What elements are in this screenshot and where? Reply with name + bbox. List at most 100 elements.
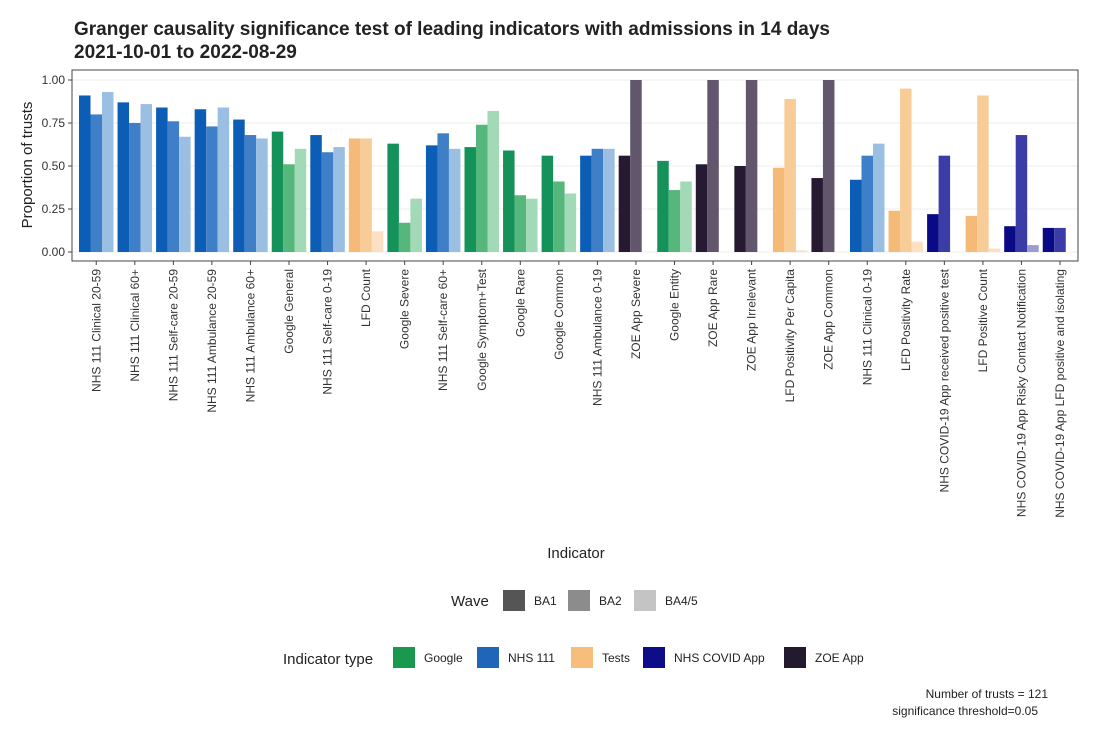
x-tick-label: Google Common: [552, 269, 566, 360]
bar-ba4-5: [140, 104, 153, 252]
type-legend-label: Tests: [602, 651, 630, 665]
caption-threshold: significance threshold=0.05: [892, 704, 1038, 718]
x-tick-label: LFD Positive Count: [976, 268, 990, 372]
bar-ba2: [1054, 227, 1066, 252]
x-tick-label: NHS 111 Clinical 20-59: [89, 269, 103, 392]
x-tick-label: NHS COVID-19 App LFD positive and isolat…: [1053, 269, 1067, 518]
x-tick-label: NHS 111 Ambulance 20-59: [205, 269, 219, 413]
bar-ba4-5: [333, 147, 345, 252]
y-tick-label: 0.25: [42, 202, 66, 216]
x-tick-label: NHS COVID-19 App Risky Contact Notificat…: [1014, 269, 1028, 517]
x-tick-label: ZOE App Irrelevant: [745, 268, 759, 371]
bar-ba1: [79, 95, 91, 252]
x-tick-label: ZOE App Common: [822, 269, 836, 370]
bar-ba1: [695, 164, 708, 252]
bar-ba4-5: [988, 248, 1001, 252]
x-tick-label: NHS 111 Self-care 60+: [436, 269, 450, 391]
bar-ba4-5: [371, 231, 384, 252]
bar-ba4-5: [1027, 245, 1039, 252]
y-tick-label: 1.00: [42, 73, 66, 87]
bar-ba1: [271, 131, 284, 252]
bar-ba2: [437, 133, 449, 252]
bar-ba4-5: [487, 110, 499, 253]
caption-trust-count: Number of trusts = 121: [926, 687, 1049, 701]
bar-ba4-5: [448, 148, 461, 252]
bar-ba1: [1042, 227, 1055, 252]
type-legend-label: NHS 111: [508, 651, 555, 665]
type-legend-key: [571, 647, 593, 668]
bar-ba1: [503, 150, 515, 252]
bar-ba2: [707, 80, 719, 252]
wave-legend-label: BA2: [599, 594, 622, 608]
x-tick-label: LFD Positivity Rate: [899, 269, 913, 371]
bar-ba2: [668, 190, 681, 252]
bar-ba1: [541, 155, 554, 252]
bar-ba1: [580, 155, 592, 252]
type-legend-label: NHS COVID App: [674, 651, 765, 665]
bar-ba2: [822, 80, 835, 252]
bar-ba1: [734, 166, 746, 252]
chart-title: Granger causality significance test of l…: [74, 19, 830, 40]
bar-ba2: [784, 98, 796, 252]
bar-ba4-5: [680, 181, 692, 252]
type-legend-label: Google: [424, 651, 463, 665]
type-legend-key: [643, 647, 665, 668]
x-tick-label: Google Symptom+Test: [475, 268, 489, 390]
bar-ba1: [387, 143, 399, 252]
bar-ba2: [553, 181, 565, 252]
bar-ba2: [206, 126, 218, 252]
wave-legend-key: [634, 590, 656, 611]
bar-ba2: [745, 80, 758, 252]
bar-ba2: [900, 88, 912, 252]
x-tick-label: LFD Positivity Per Capita: [783, 269, 797, 403]
x-tick-label: ZOE App Severe: [629, 269, 643, 359]
bar-ba1: [888, 210, 901, 252]
y-tick-label: 0.50: [42, 159, 66, 173]
bar-ba2: [129, 123, 141, 252]
x-axis-title: Indicator: [547, 545, 605, 562]
type-legend-label: ZOE App: [815, 651, 864, 665]
x-tick-label: Google Rare: [513, 269, 527, 337]
bar-ba4-5: [102, 92, 114, 252]
y-axis-title: Proportion of trusts: [19, 102, 36, 229]
bar-ba2: [360, 138, 372, 252]
bar-ba1: [310, 135, 322, 252]
bar-ba4-5: [911, 241, 924, 252]
bar-ba2: [938, 155, 951, 252]
bar-ba2: [630, 80, 642, 252]
x-tick-label: Google Entity: [668, 269, 682, 341]
bar-ba4-5: [873, 143, 885, 252]
x-tick-label: ZOE App Rare: [706, 269, 720, 347]
bar-ba2: [977, 95, 989, 252]
wave-legend-label: BA1: [534, 594, 557, 608]
bar-ba2: [398, 222, 411, 252]
x-tick-label: NHS 111 Ambulance 60+: [243, 269, 257, 402]
bar-ba1: [657, 160, 669, 252]
wave-legend-title: Wave: [451, 593, 489, 610]
y-tick-label: 0.00: [42, 245, 66, 259]
x-tick-label: NHS 111 Self-care 0-19: [321, 269, 335, 395]
bar-ba2: [1015, 135, 1028, 252]
bar-ba2: [321, 152, 334, 252]
bar-ba4-5: [603, 148, 615, 252]
x-tick-label: NHS 111 Self-care 20-59: [166, 269, 180, 402]
x-axis: NHS 111 Clinical 20-59 NHS 111 Clinical 6…: [89, 261, 1067, 518]
plot-area: [72, 79, 1078, 253]
type-legend: Indicator type Google NHS 111 Tests NHS …: [283, 647, 864, 668]
bar-ba2: [476, 124, 488, 252]
bar-ba1: [965, 215, 978, 252]
bar-ba1: [117, 102, 130, 252]
type-legend-key: [477, 647, 499, 668]
wave-legend: Wave BA1 BA2 BA4/5: [451, 590, 698, 611]
x-tick-label: Google Severe: [398, 269, 412, 349]
x-tick-label: NHS 111 Ambulance 0-19: [590, 269, 604, 406]
type-legend-key: [784, 647, 806, 668]
bar-ba4-5: [256, 138, 268, 252]
bar-ba1: [927, 214, 939, 252]
bar-ba4-5: [179, 136, 191, 252]
bar-ba1: [156, 107, 168, 253]
bar-ba2: [244, 135, 257, 252]
bar-ba2: [861, 155, 873, 252]
bar-ba4-5: [294, 148, 307, 252]
